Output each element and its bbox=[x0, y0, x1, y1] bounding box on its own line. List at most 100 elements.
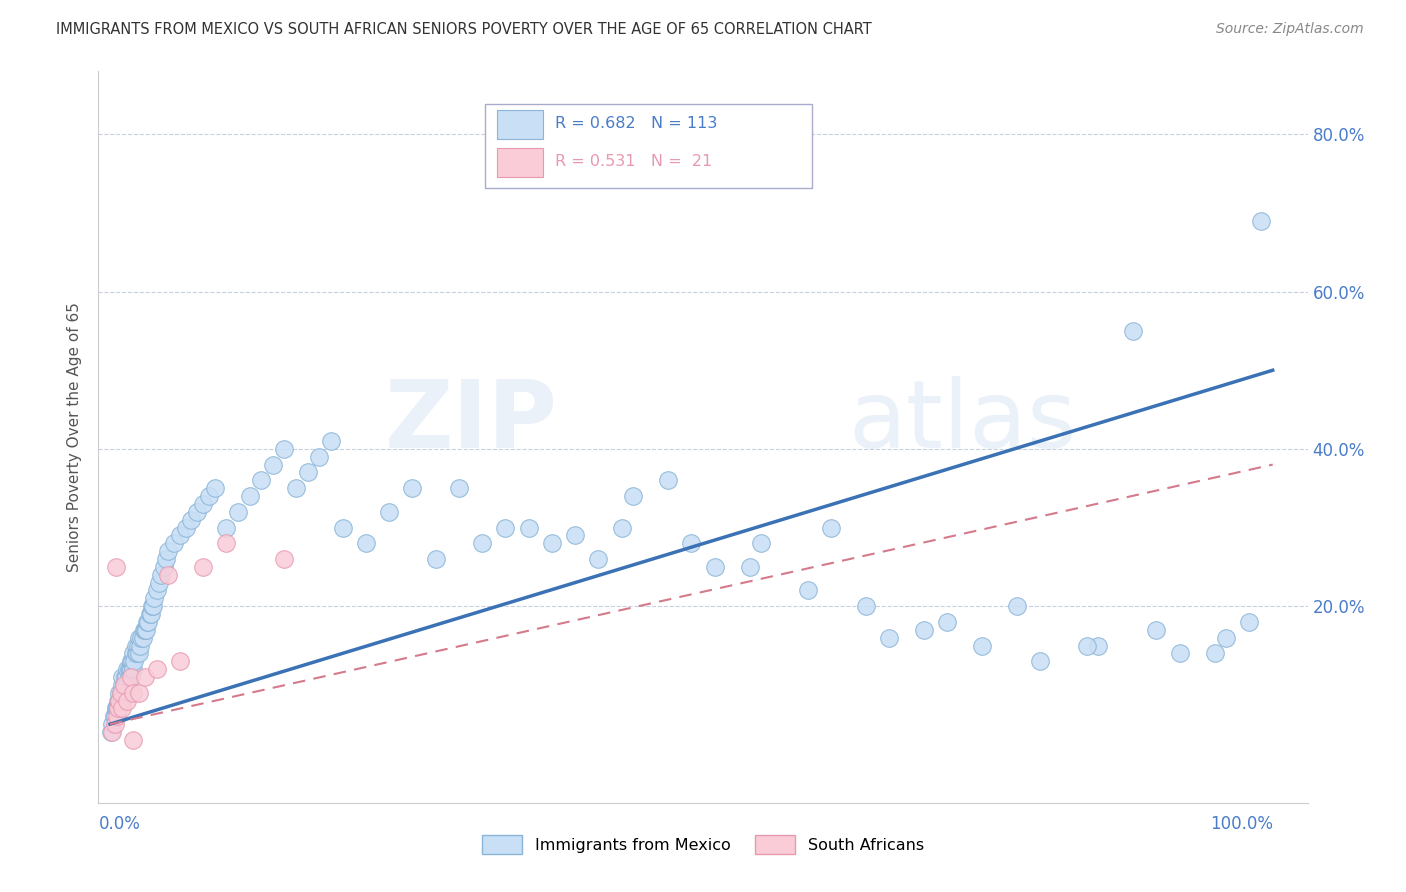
FancyBboxPatch shape bbox=[498, 148, 543, 178]
Point bbox=[111, 670, 134, 684]
Point bbox=[198, 489, 221, 503]
Point bbox=[796, 583, 818, 598]
Text: 0.0%: 0.0% bbox=[98, 814, 141, 832]
Point bbox=[114, 678, 136, 692]
Point bbox=[124, 639, 146, 653]
Point bbox=[142, 599, 165, 614]
Point bbox=[141, 599, 163, 614]
Point bbox=[115, 670, 138, 684]
Point bbox=[117, 662, 139, 676]
Text: ZIP: ZIP bbox=[385, 376, 558, 468]
Point bbox=[378, 505, 401, 519]
Point bbox=[114, 670, 136, 684]
Point bbox=[104, 717, 127, 731]
Point bbox=[131, 631, 153, 645]
Point bbox=[107, 693, 129, 707]
Point bbox=[145, 662, 167, 676]
Point bbox=[1215, 631, 1237, 645]
Point bbox=[134, 623, 156, 637]
Point bbox=[180, 513, 202, 527]
Point bbox=[118, 662, 141, 676]
Point bbox=[273, 552, 295, 566]
Point bbox=[112, 678, 135, 692]
Point bbox=[588, 552, 610, 566]
Point bbox=[970, 639, 993, 653]
Point bbox=[1005, 599, 1028, 614]
Legend: Immigrants from Mexico, South Africans: Immigrants from Mexico, South Africans bbox=[477, 829, 929, 861]
Point bbox=[128, 646, 150, 660]
Point bbox=[128, 631, 150, 645]
Point bbox=[332, 520, 354, 534]
Point bbox=[145, 583, 167, 598]
Point bbox=[101, 717, 124, 731]
Point bbox=[319, 434, 342, 448]
Y-axis label: Seniors Poverty Over the Age of 65: Seniors Poverty Over the Age of 65 bbox=[67, 302, 83, 572]
Point bbox=[169, 654, 191, 668]
Point bbox=[111, 701, 134, 715]
Point bbox=[157, 544, 180, 558]
Point bbox=[108, 693, 131, 707]
Point bbox=[136, 615, 159, 629]
Point bbox=[226, 505, 249, 519]
Point bbox=[1239, 615, 1261, 629]
Point bbox=[1250, 214, 1272, 228]
Point bbox=[703, 559, 725, 574]
Point bbox=[134, 670, 156, 684]
Point bbox=[174, 520, 197, 534]
Point bbox=[308, 450, 330, 464]
Point bbox=[262, 458, 284, 472]
Point bbox=[239, 489, 262, 503]
Point bbox=[104, 559, 127, 574]
Point bbox=[108, 686, 131, 700]
Point bbox=[122, 732, 145, 747]
Point bbox=[401, 481, 423, 495]
Point bbox=[105, 701, 128, 715]
Point bbox=[110, 686, 132, 700]
Point bbox=[118, 662, 141, 676]
Point bbox=[129, 639, 152, 653]
Point bbox=[121, 654, 143, 668]
Point bbox=[110, 693, 132, 707]
Point bbox=[1076, 639, 1098, 653]
FancyBboxPatch shape bbox=[485, 104, 811, 188]
Point bbox=[120, 654, 142, 668]
Point bbox=[169, 528, 191, 542]
Point bbox=[104, 709, 127, 723]
Point bbox=[877, 631, 900, 645]
Point bbox=[131, 631, 153, 645]
Point bbox=[152, 559, 174, 574]
Point bbox=[471, 536, 494, 550]
Point bbox=[738, 559, 761, 574]
Point bbox=[517, 520, 540, 534]
Point bbox=[150, 567, 173, 582]
Point bbox=[157, 567, 180, 582]
Point bbox=[163, 536, 186, 550]
Point bbox=[1087, 639, 1109, 653]
Point bbox=[105, 709, 128, 723]
Point bbox=[100, 725, 122, 739]
Text: Source: ZipAtlas.com: Source: ZipAtlas.com bbox=[1216, 22, 1364, 37]
Point bbox=[120, 670, 142, 684]
Point bbox=[107, 701, 129, 715]
Point bbox=[124, 646, 146, 660]
Point bbox=[425, 552, 447, 566]
Point bbox=[1029, 654, 1052, 668]
Point bbox=[120, 662, 142, 676]
Point bbox=[749, 536, 772, 550]
Point bbox=[103, 709, 125, 723]
Point bbox=[191, 559, 214, 574]
Text: atlas: atlas bbox=[848, 376, 1077, 468]
Point bbox=[285, 481, 308, 495]
Point bbox=[250, 473, 273, 487]
Point bbox=[540, 536, 562, 550]
Point bbox=[297, 466, 319, 480]
Point bbox=[122, 662, 145, 676]
Point bbox=[354, 536, 377, 550]
Point bbox=[122, 686, 145, 700]
Point bbox=[127, 639, 149, 653]
Point bbox=[124, 654, 146, 668]
Text: IMMIGRANTS FROM MEXICO VS SOUTH AFRICAN SENIORS POVERTY OVER THE AGE OF 65 CORRE: IMMIGRANTS FROM MEXICO VS SOUTH AFRICAN … bbox=[56, 22, 872, 37]
Point bbox=[1204, 646, 1226, 660]
Point bbox=[125, 646, 148, 660]
Point bbox=[139, 607, 162, 621]
